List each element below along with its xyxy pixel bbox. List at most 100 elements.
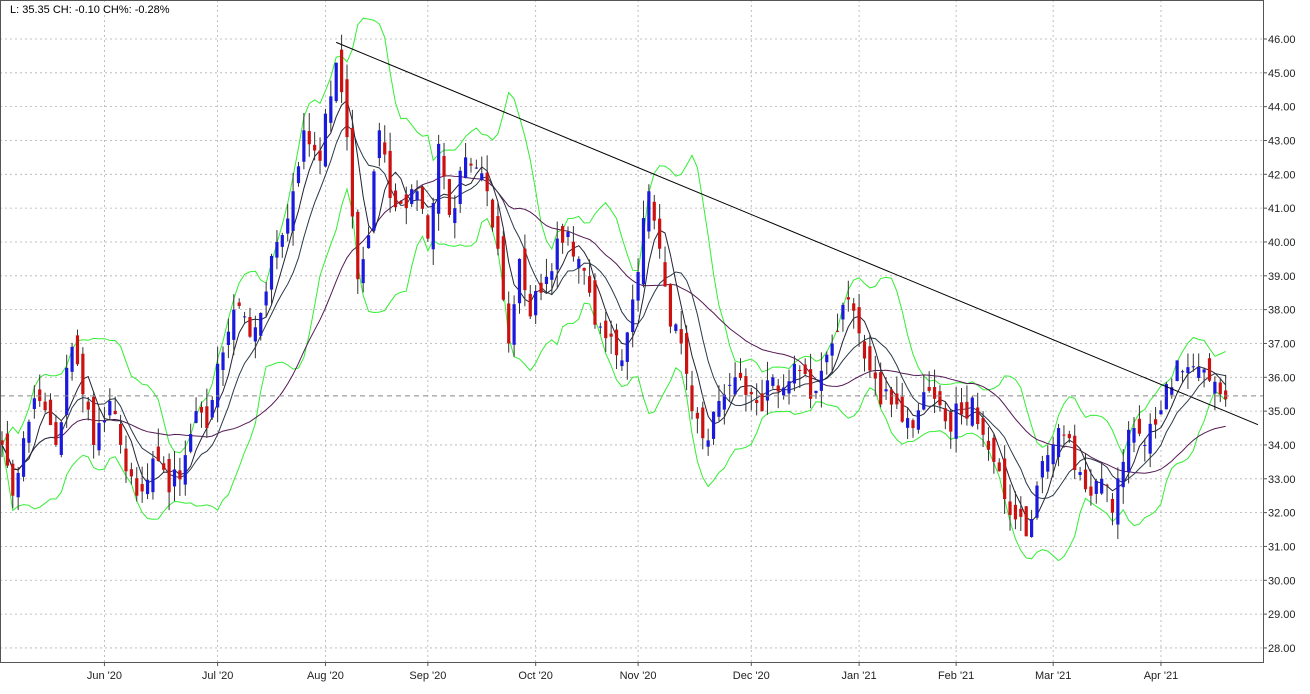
candle-body-down bbox=[895, 393, 899, 405]
candle bbox=[178, 457, 182, 497]
candle-body-up bbox=[1094, 480, 1098, 494]
candle bbox=[733, 362, 737, 397]
candle-body-up bbox=[194, 411, 198, 423]
candle bbox=[959, 387, 964, 425]
candle bbox=[614, 323, 619, 370]
candle-body-up bbox=[221, 352, 225, 371]
candle-body-up bbox=[1164, 384, 1168, 410]
candle bbox=[846, 280, 850, 312]
candle-body-down bbox=[86, 401, 90, 410]
y-tick-label: 39.00 bbox=[1268, 271, 1296, 283]
candle-body-up bbox=[841, 304, 845, 320]
candle-body-down bbox=[1137, 418, 1142, 434]
candle-body-down bbox=[340, 49, 344, 93]
candle bbox=[11, 459, 15, 509]
candle-body-up bbox=[1143, 444, 1147, 446]
candle bbox=[771, 374, 775, 389]
candle bbox=[1132, 417, 1136, 453]
candle-body-down bbox=[393, 190, 398, 208]
candle bbox=[981, 411, 985, 448]
candle bbox=[544, 258, 549, 294]
candle-body-up bbox=[286, 218, 290, 234]
candle-body-down bbox=[162, 463, 166, 470]
candle bbox=[1051, 436, 1055, 478]
candle bbox=[469, 157, 473, 173]
candle bbox=[647, 184, 651, 239]
candle bbox=[1180, 369, 1185, 383]
candle-body-down bbox=[92, 396, 96, 445]
candle-body-up bbox=[291, 191, 295, 231]
candle-body-up bbox=[771, 377, 775, 386]
candle-body-down bbox=[609, 333, 613, 337]
trendline bbox=[336, 41, 1259, 426]
y-tick-label: 30.00 bbox=[1268, 575, 1296, 587]
candle-body-down bbox=[469, 163, 473, 166]
candle bbox=[571, 226, 575, 262]
candle-body-down bbox=[911, 420, 915, 429]
candle-body-up bbox=[151, 458, 155, 493]
candle-body-up bbox=[1035, 485, 1039, 518]
candle-body-down bbox=[501, 236, 505, 300]
candle-body-up bbox=[32, 398, 36, 410]
candle-body-up bbox=[1213, 381, 1217, 394]
candle-body-up bbox=[534, 291, 538, 316]
candle-body-up bbox=[577, 258, 581, 269]
lower-band bbox=[1, 187, 1227, 562]
candle-body-down bbox=[976, 407, 980, 425]
candle-body-down bbox=[1105, 484, 1109, 486]
candle-body-up bbox=[16, 472, 20, 498]
candle-body-up bbox=[474, 167, 478, 169]
candle bbox=[593, 273, 597, 329]
candle-body-down bbox=[900, 396, 904, 422]
candle-body-up bbox=[97, 423, 101, 451]
candle bbox=[291, 172, 295, 246]
candle-body-down bbox=[199, 406, 204, 413]
candle-body-up bbox=[259, 313, 263, 336]
candle-body-up bbox=[1132, 428, 1136, 443]
candle bbox=[59, 419, 63, 458]
candle-body-up bbox=[366, 235, 371, 249]
candle-body-down bbox=[404, 194, 408, 209]
candle-body-down bbox=[868, 346, 872, 371]
candle bbox=[1116, 467, 1120, 540]
candle-body-down bbox=[593, 280, 597, 325]
candle-body-down bbox=[959, 402, 964, 415]
candle-body-down bbox=[857, 307, 861, 334]
candle-body-down bbox=[1089, 486, 1093, 496]
candle bbox=[226, 318, 231, 359]
candle bbox=[765, 361, 770, 415]
candle-body-up bbox=[674, 324, 678, 331]
candle-body-up bbox=[711, 411, 716, 439]
candle-body-up bbox=[814, 390, 818, 394]
y-tick-label: 43.00 bbox=[1268, 135, 1296, 147]
candle bbox=[701, 401, 705, 450]
candle bbox=[976, 392, 980, 430]
candle-body-up bbox=[242, 316, 247, 318]
candle bbox=[652, 194, 656, 230]
candle bbox=[399, 200, 403, 205]
moving-average-5 bbox=[1, 99, 1227, 522]
candle bbox=[674, 323, 678, 334]
candle-body-up bbox=[782, 387, 786, 396]
candle-body-up bbox=[480, 173, 484, 180]
candle-body-up bbox=[625, 332, 629, 362]
candle-body-down bbox=[1207, 358, 1212, 381]
candle bbox=[949, 409, 953, 449]
candle bbox=[420, 185, 425, 214]
y-tick-label: 42.00 bbox=[1268, 169, 1296, 181]
candle bbox=[269, 253, 274, 305]
x-tick-label: Jun '20 bbox=[87, 670, 122, 682]
candle-body-up bbox=[641, 218, 646, 285]
candle-body-up bbox=[706, 440, 710, 447]
candle bbox=[577, 256, 581, 284]
candle-body-down bbox=[113, 410, 117, 415]
candle bbox=[1078, 466, 1082, 481]
candle-body-down bbox=[1019, 508, 1023, 517]
candle bbox=[361, 246, 365, 293]
candle-body-up bbox=[819, 370, 823, 391]
candle-body-down bbox=[690, 385, 694, 412]
candle-body-down bbox=[932, 387, 937, 399]
candle-body-down bbox=[0, 440, 4, 445]
candle-body-down bbox=[943, 408, 947, 422]
candle bbox=[334, 62, 338, 103]
